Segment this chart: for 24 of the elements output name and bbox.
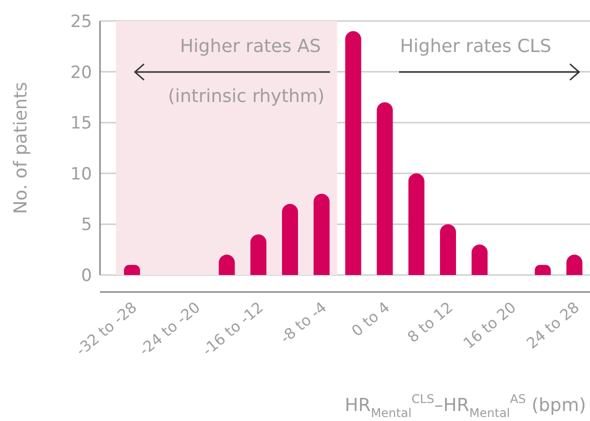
y-tick-label: 15: [70, 114, 92, 134]
y-tick-label: 5: [81, 215, 92, 236]
bar: [282, 204, 298, 275]
y-tick-label: 25: [70, 12, 92, 32]
bar: [408, 173, 424, 275]
y-tick-label: 0: [81, 266, 92, 286]
bar: [250, 234, 266, 275]
y-axis-title: No. of patients: [10, 82, 32, 214]
x-tick-label: 8 to 12: [404, 298, 456, 346]
x-axis-title: HR$_{Mental}$$^{CLS}$–HR$_{Mental}$$^{AS}$ (bpm): [344, 392, 586, 420]
x-tick-label: 0 to 4: [348, 298, 394, 340]
bar: [314, 194, 330, 275]
x-tick-label: 24 to 28: [523, 298, 583, 352]
x-tick-label: -8 to -4: [276, 298, 330, 348]
x-tick-label: 16 to 20: [460, 298, 520, 352]
bar: [376, 102, 393, 275]
bar: [472, 244, 488, 275]
bar: [440, 224, 456, 275]
y-tick-label: 10: [70, 164, 92, 184]
annotation: (intrinsic rhythm): [168, 86, 324, 107]
y-tick-label: 20: [70, 62, 92, 83]
bar: [345, 31, 362, 275]
annotation: Higher rates CLS: [400, 36, 552, 57]
annotation: Higher rates AS: [180, 36, 321, 57]
